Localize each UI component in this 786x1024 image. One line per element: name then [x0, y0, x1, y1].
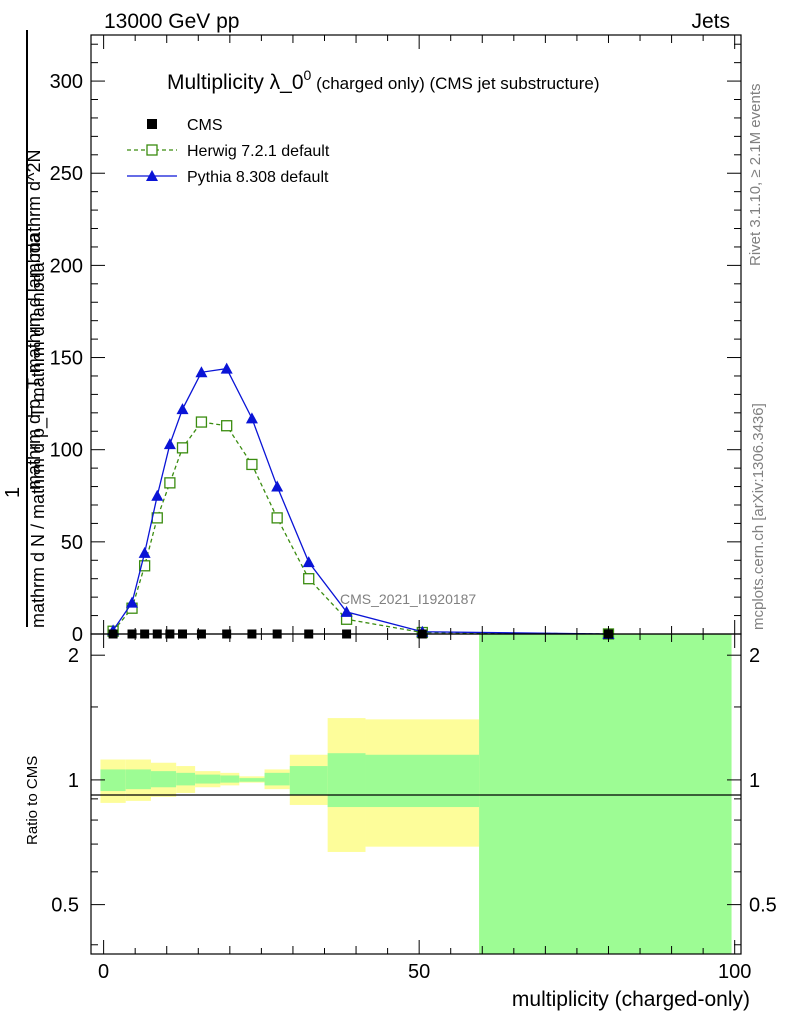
- y-tick-label: 150: [50, 348, 83, 370]
- pythia-point: [138, 546, 151, 558]
- ratio-band-inner-4: [195, 774, 221, 784]
- ticks: 0 50 100 150 200 250 300 0 50 100 0.5 0.5 1 1 2 2: [50, 35, 777, 983]
- header-right: Jets: [691, 10, 730, 33]
- pythia-point: [163, 438, 176, 450]
- ratio-band-inner-5: [220, 775, 240, 783]
- legend-pythia-marker: [146, 170, 158, 181]
- y-tick-label: 250: [50, 163, 83, 185]
- ratio-tick-label-right: 1: [749, 770, 760, 792]
- pythia-point: [151, 489, 164, 501]
- y-tick-label: 50: [61, 532, 83, 554]
- ratio-band-inner-1: [125, 769, 151, 790]
- ylabel-mid: mathrm d p_T mathrm d lambda: [24, 232, 45, 490]
- ratio-band-inner-11: [479, 634, 732, 954]
- ratio-band-inner-2: [150, 771, 177, 788]
- rivet-label: Rivet 3.1.10, ≥ 2.1M events: [747, 84, 764, 267]
- ratio-band-inner-6: [239, 778, 265, 782]
- pythia-point: [126, 596, 139, 608]
- ratio-band-inner-10: [365, 754, 480, 808]
- ratio-band: [100, 634, 732, 954]
- herwig-point: [176, 442, 189, 454]
- y-tick-label: 300: [50, 71, 83, 93]
- ratio-tick-label-left: 2: [68, 645, 79, 667]
- ylabel-top: mathrm d^2N: [24, 150, 44, 257]
- header-left: 13000 GeV pp: [104, 10, 239, 33]
- ratio-band-inner-8: [289, 766, 328, 795]
- ratio-band-inner-0: [100, 769, 126, 792]
- pythia-point: [302, 556, 315, 568]
- x-tick-label: 50: [408, 961, 430, 983]
- legend-pythia-label: Pythia 8.308 default: [187, 169, 329, 186]
- herwig-point: [271, 512, 283, 524]
- herwig-point: [246, 458, 258, 471]
- watermark: CMS_2021_I1920187: [340, 591, 476, 607]
- ratio-frame: [90, 633, 742, 955]
- mcplots-label: mcplots.cern.ch [arXiv:1306.3436]: [750, 403, 767, 630]
- x-tick-label: 100: [718, 961, 751, 983]
- x-tick-label: 0: [98, 961, 109, 983]
- ratio-band-inner-7: [264, 772, 290, 786]
- pythia-point: [340, 605, 353, 617]
- legend-herwig-label: Herwig 7.2.1 default: [187, 143, 330, 160]
- herwig-point: [164, 477, 176, 489]
- pythia-point: [195, 366, 208, 378]
- ratio-y-label: Ratio to CMS: [24, 756, 41, 845]
- y-tick-label: 200: [50, 255, 83, 277]
- legend-herwig-marker: [146, 144, 158, 156]
- pythia-point: [245, 412, 258, 424]
- legend: CMS Herwig 7.2.1 default Pythia 8.308 de…: [127, 117, 330, 186]
- herwig-point: [221, 420, 233, 432]
- y-axis-label: mathrm d^2N mathrm d p_T mathrm d lambda…: [2, 30, 49, 628]
- x-axis-label: multiplicity (charged-only): [512, 988, 750, 1011]
- y-tick-label: 0: [72, 624, 83, 646]
- pythia-point: [176, 403, 189, 415]
- ratio-band-inner-3: [176, 772, 196, 786]
- herwig-point: [303, 573, 315, 585]
- title-sup: 0: [304, 67, 312, 83]
- y-tick-label: 100: [50, 440, 83, 462]
- ratio-band-inner-9: [327, 753, 366, 808]
- pythia-point: [271, 480, 284, 492]
- herwig-point: [195, 416, 208, 428]
- ratio-tick-label-left: 1: [68, 770, 79, 792]
- chart-title: Multiplicity λ_00 (charged only) (CMS je…: [167, 67, 600, 94]
- ratio-tick-label-left: 0.5: [51, 895, 79, 917]
- ratio-tick-label-right: 0.5: [749, 895, 777, 917]
- herwig-point: [138, 560, 151, 572]
- ylabel-numerator: 1: [2, 487, 24, 498]
- legend-cms-marker: [147, 119, 157, 129]
- ratio-tick-label-right: 2: [749, 645, 760, 667]
- ylabel-denominator: mathrm d N / mathrm d p_T mathrm d lambd…: [28, 261, 49, 628]
- title-suffix: (charged only) (CMS jet substructure): [311, 74, 599, 93]
- pythia-line: [112, 367, 609, 635]
- pythia-point: [220, 362, 233, 374]
- legend-cms-label: CMS: [187, 117, 223, 134]
- title-main: Multiplicity λ_0: [167, 71, 304, 94]
